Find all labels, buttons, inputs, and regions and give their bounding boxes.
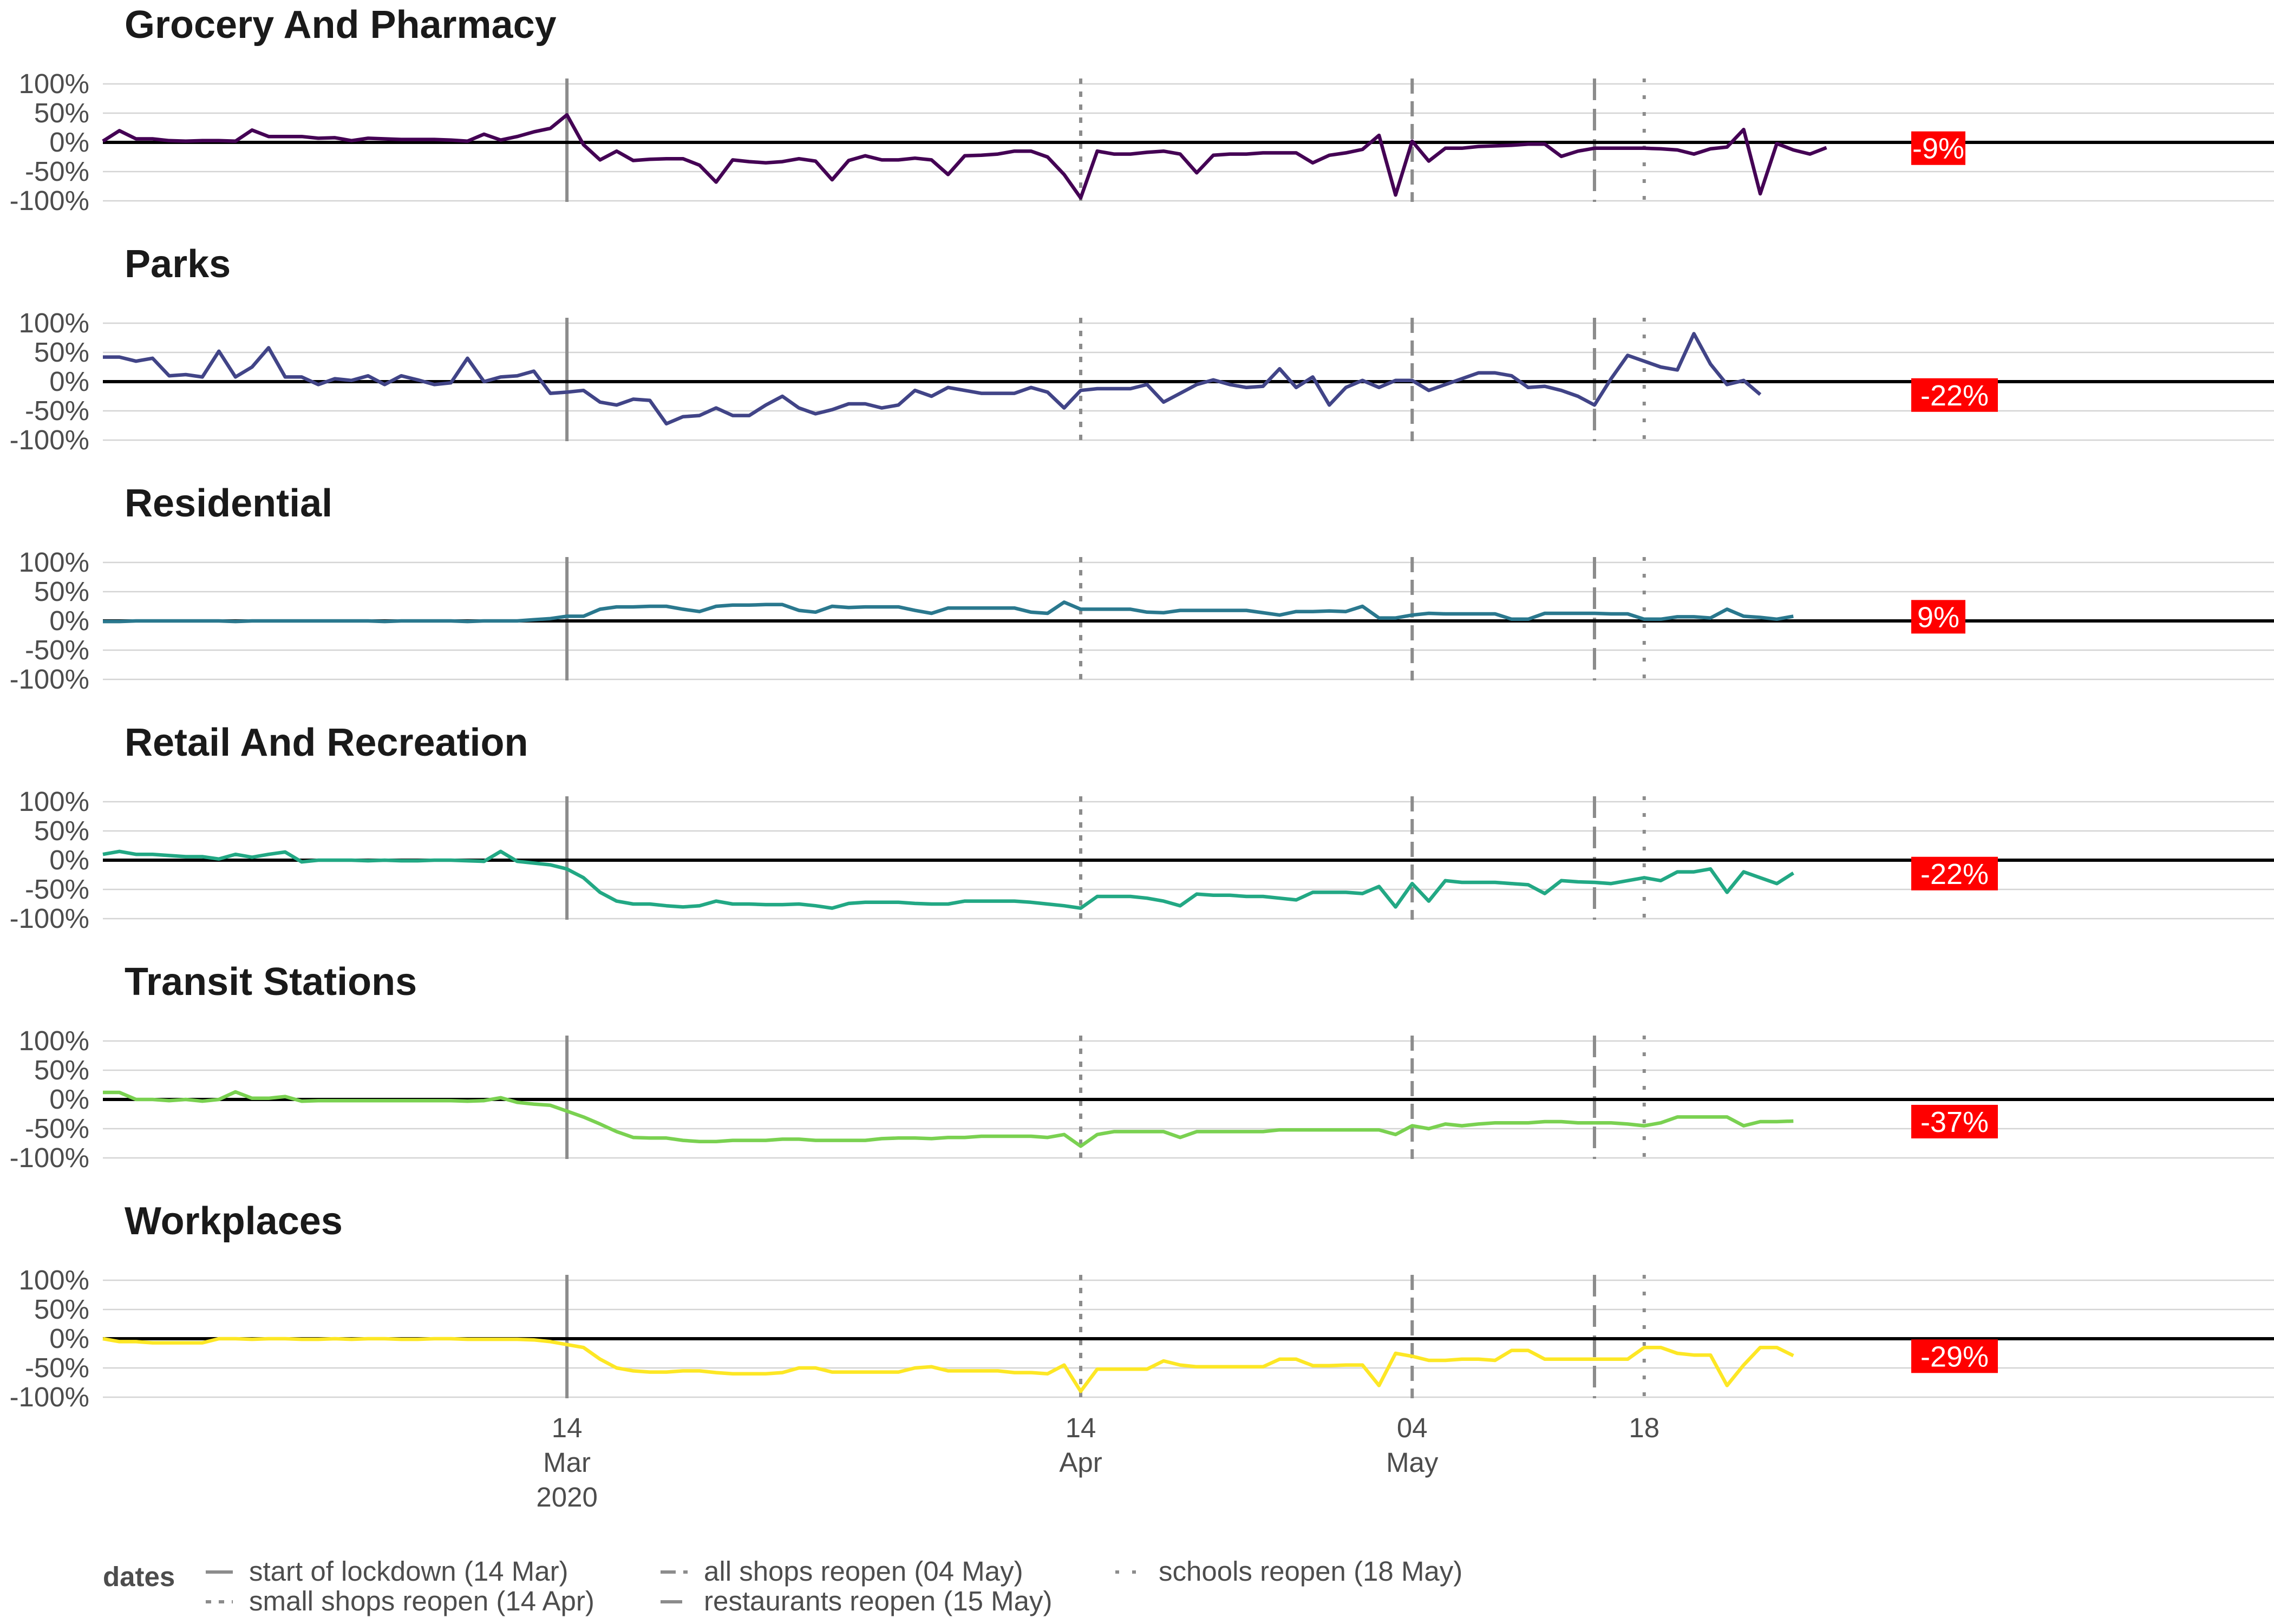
legend-label: all shops reopen (04 May) <box>704 1556 1023 1587</box>
y-tick-label: 50% <box>34 576 89 607</box>
y-tick-label: 0% <box>49 127 89 158</box>
series-line <box>102 849 1795 910</box>
last-value-label: -29% <box>1920 1340 1989 1373</box>
legend-title: dates <box>103 1561 175 1592</box>
y-tick-label: 50% <box>34 97 89 128</box>
y-tick-label: 50% <box>34 1055 89 1085</box>
legend-label: small shops reopen (14 Apr) <box>249 1586 594 1616</box>
y-tick-label: -100% <box>10 1142 89 1173</box>
y-tick-label: 100% <box>19 1025 89 1056</box>
legend-label: restaurants reopen (15 May) <box>704 1586 1052 1616</box>
legend-label: start of lockdown (14 Mar) <box>249 1556 568 1587</box>
panel-retail-and-recreation: Retail And Recreation 100%50%0%-50%-100% -… <box>10 721 2274 934</box>
x-tick-label: 04 <box>1397 1412 1428 1443</box>
series-line <box>103 600 1794 624</box>
panel-title: Workplaces <box>125 1200 343 1243</box>
y-tick-label: 0% <box>49 605 89 636</box>
panel-residential: Residential 100%50%0%-50%-100% 9% <box>10 482 2274 695</box>
y-tick-label: 100% <box>19 547 89 578</box>
y-tick-label: -50% <box>25 1113 89 1144</box>
last-value-badge <box>1911 378 1998 412</box>
y-tick-label: -100% <box>10 185 89 216</box>
series-line <box>103 332 1762 426</box>
y-tick-label: -100% <box>10 424 89 455</box>
x-tick-label: 18 <box>1629 1412 1659 1443</box>
last-value-badge <box>1911 1104 1998 1138</box>
panel-title: Grocery And Pharmacy <box>125 3 557 47</box>
x-tick-label: 14 <box>552 1412 583 1443</box>
y-tick-label: 100% <box>19 307 89 338</box>
panel-workplaces: Workplaces 100%50%0%-50%-100% -29% <box>10 1200 2274 1412</box>
x-tick-label: Apr <box>1059 1447 1102 1478</box>
x-tick-label: May <box>1386 1447 1439 1478</box>
y-tick-label: 100% <box>19 68 89 99</box>
panel-title: Parks <box>125 243 231 286</box>
panel-parks: Parks 100%50%0%-50%-100% -22% <box>10 243 2274 455</box>
series-line <box>102 1337 1794 1393</box>
y-tick-label: 0% <box>49 1084 89 1115</box>
y-tick-label: 100% <box>19 1265 89 1295</box>
legend-label: schools reopen (18 May) <box>1159 1556 1462 1587</box>
chart-panels: Grocery And Pharmacy100%50%0%-50%-100%-9… <box>10 3 2274 1412</box>
y-tick-label: 50% <box>34 337 89 368</box>
last-value-badge <box>1911 131 1965 165</box>
series-line <box>103 1090 1794 1148</box>
legend: dates start of lockdown (14 Mar)small sh… <box>103 1556 1462 1616</box>
panel-title: Transit Stations <box>125 960 417 1004</box>
y-tick-label: -50% <box>25 634 89 665</box>
last-value-label: -22% <box>1920 858 1989 890</box>
y-tick-label: 50% <box>34 815 89 846</box>
x-tick-label: Mar <box>543 1447 591 1478</box>
last-value-label: 9% <box>1917 601 1959 633</box>
y-tick-label: -50% <box>25 156 89 187</box>
last-value-badge <box>1911 600 1965 634</box>
x-axis: 14 Mar 2020 14 Apr 04 May 18 <box>536 1412 1659 1512</box>
y-tick-label: 100% <box>19 786 89 817</box>
last-value-label: -9% <box>1912 133 1964 165</box>
series-line <box>102 113 1827 200</box>
y-tick-label: -50% <box>25 874 89 905</box>
y-tick-label: -100% <box>10 664 89 695</box>
panel-title: Residential <box>125 482 332 525</box>
last-value-label: -22% <box>1920 379 1989 412</box>
last-value-label: -37% <box>1920 1106 1989 1138</box>
panel-title: Retail And Recreation <box>125 721 528 764</box>
last-value-badge <box>1911 856 1998 890</box>
y-tick-label: 0% <box>49 844 89 875</box>
x-tick-label: 2020 <box>536 1482 597 1512</box>
y-tick-label: 50% <box>34 1294 89 1325</box>
y-tick-label: -50% <box>25 1352 89 1383</box>
panel-transit-stations: Transit Stations 100%50%0%-50%-100% -37% <box>10 960 2274 1173</box>
last-value-badge <box>1911 1339 1998 1373</box>
y-tick-label: 0% <box>49 1323 89 1354</box>
y-tick-label: -100% <box>10 1381 89 1412</box>
x-tick-label: 14 <box>1066 1412 1096 1443</box>
y-tick-label: 0% <box>49 366 89 397</box>
y-tick-label: -50% <box>25 395 89 426</box>
panel-grocery-and-pharmacy: Grocery And Pharmacy 100%50%0%-50%-100% -9… <box>10 3 2274 216</box>
y-tick-label: -100% <box>10 903 89 934</box>
